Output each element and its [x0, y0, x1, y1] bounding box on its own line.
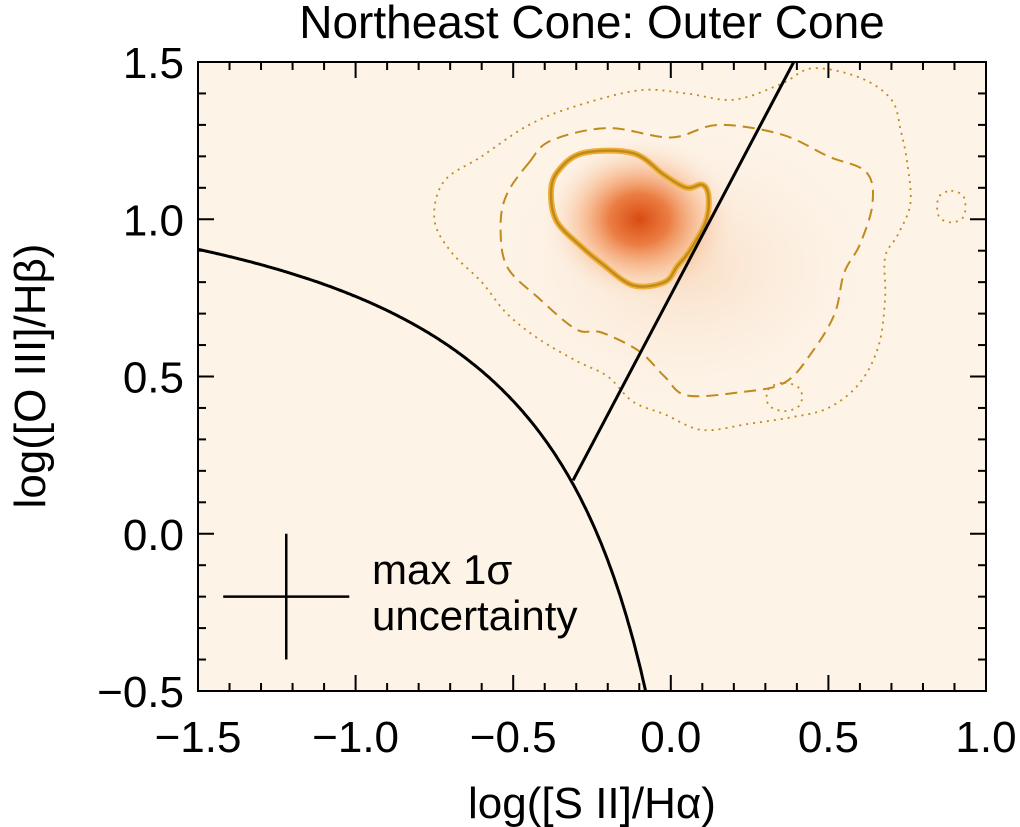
x-tick-label: −1.5	[155, 713, 242, 762]
y-tick-label: 1.5	[123, 39, 184, 88]
contour-dashed-1	[499, 123, 875, 398]
seyfert-liner-line	[571, 62, 796, 481]
axis-ticks	[197, 61, 987, 692]
contours	[433, 67, 967, 432]
y-tick-labels: −0.5 0.0 0.5 1.0 1.5	[97, 39, 184, 717]
contour-dotted-3	[936, 189, 967, 224]
x-tick-label: 0.0	[640, 713, 701, 762]
y-tick-label: −0.5	[97, 668, 184, 717]
x-axis-label: log([S II]/Hα)	[468, 779, 716, 827]
kewley-curve	[198, 247, 648, 691]
legend-line2: uncertainty	[372, 592, 577, 639]
y-tick-label: 0.0	[123, 511, 184, 560]
contour-dotted-4	[765, 381, 803, 413]
x-tick-label: −1.0	[312, 713, 399, 762]
contour-solid	[549, 149, 711, 288]
legend-line1: max 1σ	[372, 546, 512, 593]
y-tick-label: 1.0	[123, 196, 184, 245]
y-tick-label: 0.5	[123, 354, 184, 403]
y-axis-label: log([O III]/Hβ)	[6, 244, 55, 509]
chart-title: Northeast Cone: Outer Cone	[299, 0, 885, 48]
plot-content	[198, 62, 967, 691]
x-tick-labels: −1.5 −1.0 −0.5 0.0 0.5 1.0	[155, 713, 1017, 762]
uncertainty-legend: max 1σ uncertainty	[223, 533, 577, 660]
x-tick-label: 0.5	[798, 713, 859, 762]
x-tick-label: 1.0	[955, 713, 1016, 762]
x-tick-label: −0.5	[470, 713, 557, 762]
